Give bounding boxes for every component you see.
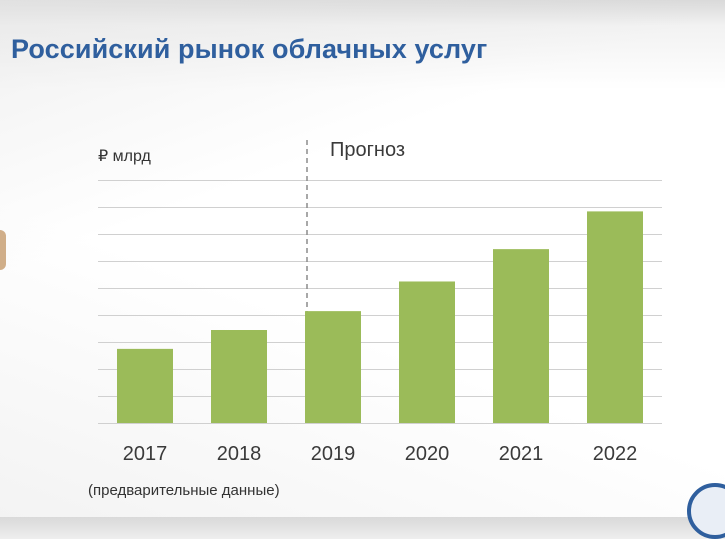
bar-2017 (117, 348, 173, 423)
x-tick-label: 2017 (123, 443, 168, 465)
bar-2018 (211, 330, 267, 423)
page-title: Российский рынок облачных услуг (11, 34, 488, 64)
bar-2021 (493, 249, 549, 423)
x-tick-label: 2019 (311, 443, 356, 465)
footnote: (предварительные данные) (88, 482, 280, 499)
bar-2022 (587, 211, 643, 423)
left-edge-decoration (0, 230, 6, 270)
bar-2020 (399, 281, 455, 423)
x-tick-label: 2022 (593, 443, 638, 465)
x-tick-label: 2021 (499, 443, 544, 465)
bar-chart: 2017 2018 2019 2020 2021 2022 (98, 140, 662, 465)
bar-2019 (305, 311, 361, 423)
forecast-label: Прогноз (330, 139, 406, 161)
y-axis-unit-label: ₽ млрд (98, 148, 151, 165)
x-tick-label: 2018 (217, 443, 262, 465)
x-tick-label: 2020 (405, 443, 450, 465)
